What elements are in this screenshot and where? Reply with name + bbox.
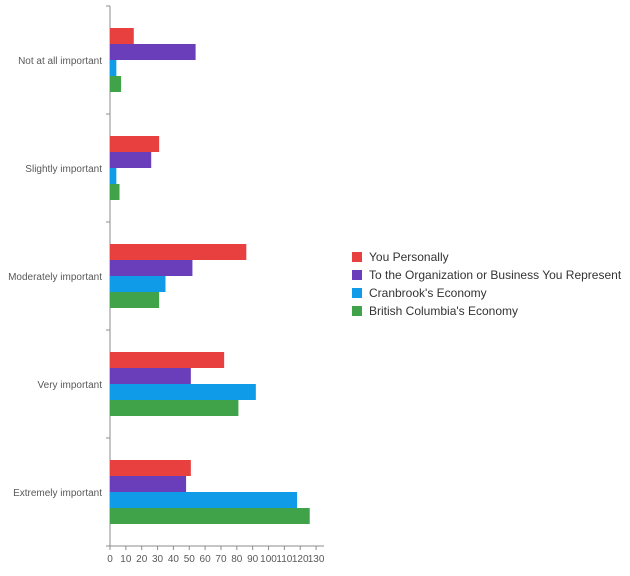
legend-swatch xyxy=(352,288,362,298)
x-tick-label: 110 xyxy=(276,554,292,565)
bar xyxy=(110,28,134,44)
bar xyxy=(110,136,160,152)
legend-label: You Personally xyxy=(369,250,449,264)
category-label: Not at all important xyxy=(18,56,102,67)
bar xyxy=(110,76,122,92)
bar xyxy=(110,276,166,292)
bar xyxy=(110,492,298,508)
bar xyxy=(110,244,247,260)
x-tick-label: 80 xyxy=(231,554,243,565)
legend-swatch xyxy=(352,270,362,280)
bar xyxy=(110,400,239,416)
x-tick-label: 10 xyxy=(120,554,132,565)
x-tick-label: 0 xyxy=(107,554,113,565)
x-tick-label: 20 xyxy=(136,554,148,565)
legend-label: Cranbrook's Economy xyxy=(369,286,487,300)
bar xyxy=(110,184,120,200)
x-tick-label: 90 xyxy=(247,554,259,565)
bar xyxy=(110,384,256,400)
bar xyxy=(110,168,117,184)
legend: You Personally To the Organization or Bus… xyxy=(352,248,621,320)
bar xyxy=(110,292,160,308)
legend-item: You Personally xyxy=(352,248,621,266)
category-label: Extremely important xyxy=(13,488,102,499)
bar xyxy=(110,476,187,492)
legend-item: British Columbia's Economy xyxy=(352,302,621,320)
x-tick-label: 120 xyxy=(292,554,309,565)
x-tick-label: 30 xyxy=(152,554,164,565)
legend-item: Cranbrook's Economy xyxy=(352,284,621,302)
category-label: Slightly important xyxy=(25,164,102,175)
legend-swatch xyxy=(352,252,362,262)
legend-label: British Columbia's Economy xyxy=(369,304,519,318)
bar xyxy=(110,260,193,276)
x-tick-label: 50 xyxy=(184,554,196,565)
bar xyxy=(110,368,191,384)
bar xyxy=(110,44,196,60)
legend-swatch xyxy=(352,306,362,316)
category-label: Moderately important xyxy=(8,272,102,283)
x-tick-label: 70 xyxy=(215,554,227,565)
legend-label: To the Organization or Business You Repr… xyxy=(369,268,622,282)
x-tick-label: 100 xyxy=(260,554,277,565)
bar xyxy=(110,508,310,524)
x-tick-label: 40 xyxy=(168,554,180,565)
bar xyxy=(110,352,225,368)
x-tick-label: 130 xyxy=(308,554,325,565)
legend-item: To the Organization or Business You Repr… xyxy=(352,266,621,284)
bar xyxy=(110,60,117,76)
x-tick-label: 60 xyxy=(200,554,212,565)
bar xyxy=(110,152,152,168)
bar xyxy=(110,460,191,476)
category-label: Very important xyxy=(38,380,103,391)
